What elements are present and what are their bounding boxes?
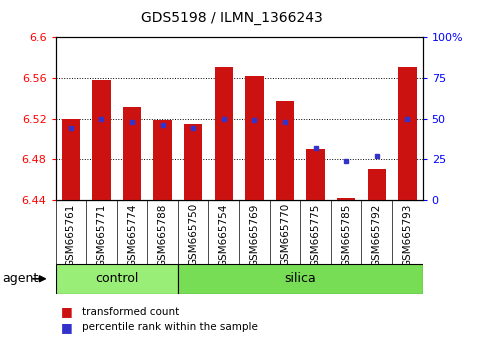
Text: percentile rank within the sample: percentile rank within the sample xyxy=(82,322,258,332)
Text: agent: agent xyxy=(2,272,39,285)
Text: silica: silica xyxy=(284,272,316,285)
Bar xyxy=(368,170,386,200)
Bar xyxy=(276,101,294,200)
Bar xyxy=(56,264,178,294)
Text: GSM665750: GSM665750 xyxy=(188,203,198,267)
Text: GSM665785: GSM665785 xyxy=(341,203,351,267)
Bar xyxy=(306,149,325,200)
Text: GSM665793: GSM665793 xyxy=(402,203,412,267)
Text: control: control xyxy=(95,272,139,285)
Bar xyxy=(337,198,355,200)
Text: GSM665769: GSM665769 xyxy=(249,203,259,267)
Bar xyxy=(398,67,416,200)
Text: GSM665770: GSM665770 xyxy=(280,203,290,267)
Bar xyxy=(184,124,202,200)
Text: GSM665788: GSM665788 xyxy=(157,203,168,267)
Text: GSM665792: GSM665792 xyxy=(372,203,382,267)
Bar xyxy=(62,119,80,200)
Text: ■: ■ xyxy=(60,305,72,318)
Text: GSM665775: GSM665775 xyxy=(311,203,321,267)
Text: GSM665761: GSM665761 xyxy=(66,203,76,267)
Text: GDS5198 / ILMN_1366243: GDS5198 / ILMN_1366243 xyxy=(141,11,323,25)
Text: GSM665754: GSM665754 xyxy=(219,203,229,267)
Bar xyxy=(92,80,111,200)
Bar xyxy=(245,76,264,200)
Bar xyxy=(123,107,141,200)
Text: transformed count: transformed count xyxy=(82,307,179,316)
Text: ■: ■ xyxy=(60,321,72,334)
Bar xyxy=(178,264,423,294)
Bar xyxy=(154,120,172,200)
Bar xyxy=(214,67,233,200)
Text: GSM665771: GSM665771 xyxy=(97,203,106,267)
Text: GSM665774: GSM665774 xyxy=(127,203,137,267)
